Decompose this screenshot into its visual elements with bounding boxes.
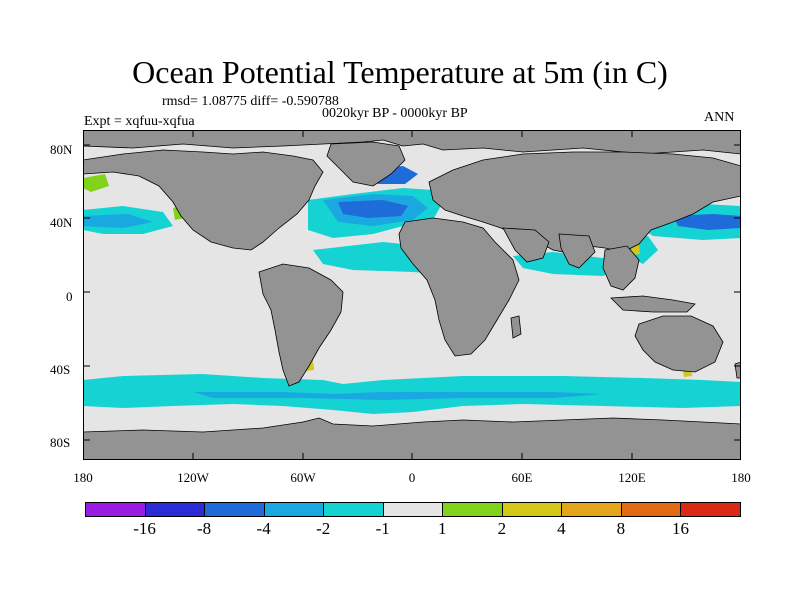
colorbar-tick-label: 2 [497, 519, 507, 538]
colorbar-tick-label: -1 [375, 519, 390, 538]
colorbar-tick-label: -8 [196, 519, 212, 538]
temperature-map [83, 130, 741, 460]
colorbar-tick-label: 16 [671, 519, 689, 538]
colorbar-tick-label: -4 [256, 519, 271, 538]
australia-land [634, 315, 724, 373]
colorbar-swatch [204, 502, 265, 517]
colorbar-swatch [144, 502, 206, 517]
north-atlantic-core-48 [338, 200, 408, 218]
colorbar-swatch [501, 502, 563, 517]
colorbar-swatch [442, 502, 503, 517]
colorbar-tick-label: -16 [133, 519, 156, 538]
north-pacific-east-core [673, 214, 741, 230]
lat-label-40n: 40N [50, 215, 73, 230]
south-america-land [258, 263, 344, 387]
southern-ocean-inner-band [193, 392, 603, 400]
colorbar-swatch [561, 502, 622, 517]
colorbar-swatch [382, 502, 444, 517]
experiment-text: Expt = xqfuu-xqfua [84, 114, 195, 129]
lat-label-0: 0 [66, 289, 73, 304]
se-asia-land [602, 245, 640, 291]
colorbar-swatch [85, 502, 146, 517]
lon-label-60w: 60W [290, 470, 316, 485]
africa-land [398, 217, 520, 357]
madagascar-land [510, 315, 522, 339]
greenland-arctic-land [83, 130, 741, 155]
colorbar-tick-label: 1 [438, 519, 447, 538]
map-frame [83, 130, 741, 460]
lon-label-120w: 120W [177, 470, 209, 485]
arabia-india-land [502, 227, 596, 269]
colorbar-swatch [323, 502, 384, 517]
season-text: ANN [704, 110, 735, 125]
indonesia-land [610, 295, 696, 313]
lat-label-40s: 40S [50, 362, 71, 377]
land-layer [83, 130, 741, 460]
stats-text: rmsd= 1.08775 diff= -0.590788 [162, 94, 339, 109]
map-title: Ocean Potential Temperature at 5m (in C) [132, 54, 668, 90]
north-pacific-west-core [83, 214, 153, 228]
colorbar-tick-label: 8 [616, 519, 626, 538]
lon-label-180e: 180 [731, 470, 751, 485]
greenland-land [326, 141, 406, 187]
colorbar-tick-label: -2 [316, 519, 331, 538]
anomaly-layer [83, 166, 741, 414]
lon-label-120e: 120E [618, 470, 646, 485]
lon-label-0: 0 [408, 470, 416, 485]
tick-marks [83, 130, 741, 460]
warm-patch-nw-pacific [83, 174, 109, 192]
lon-label-180w: 180 [73, 470, 93, 485]
colorbar-swatch [680, 502, 741, 517]
lon-label-60e: 60E [511, 470, 533, 485]
lat-label-80n: 80N [50, 142, 73, 157]
north-america-land [83, 149, 324, 251]
period-text: 0020kyr BP - 0000kyr BP [322, 106, 468, 121]
colorbar-swatch [620, 502, 682, 517]
lat-label-80s: 80S [50, 435, 71, 450]
colorbar-swatch [263, 502, 325, 517]
colorbar-tick-label: 4 [557, 519, 566, 538]
antarctica-land [83, 417, 741, 460]
